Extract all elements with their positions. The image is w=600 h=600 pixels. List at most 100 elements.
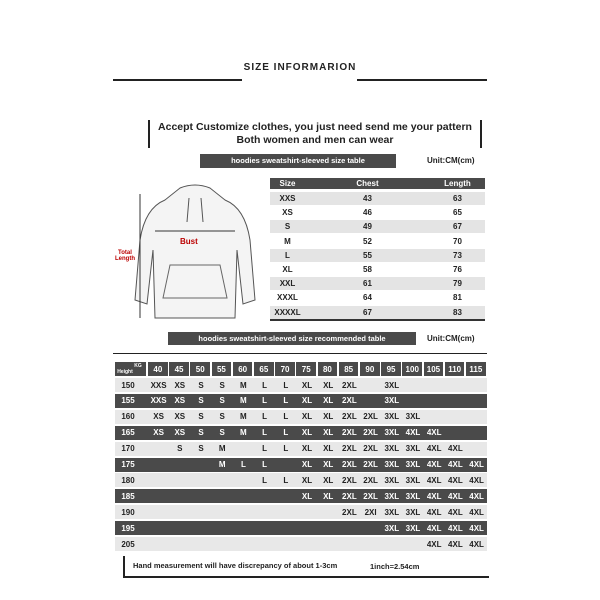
size-cell: 4XL — [448, 523, 463, 533]
size-cell: 2XI — [364, 507, 377, 517]
rule — [113, 353, 487, 354]
size-cell: XL — [301, 475, 313, 485]
size-cell: 4XL — [448, 475, 463, 485]
size-cell: S — [219, 380, 225, 390]
unit: Unit:CM(cm) — [427, 334, 475, 343]
height-cell: 190 — [121, 507, 135, 517]
row-bg — [270, 192, 485, 205]
column-header: 60 — [232, 362, 253, 376]
size-cell: M — [240, 380, 247, 390]
size-cell: 3XL — [384, 507, 400, 517]
size-cell: 4XL — [426, 507, 442, 517]
table-cell: XL — [282, 265, 293, 274]
banner-line: Both women and men can wear — [236, 134, 394, 146]
size-cell: 3XL — [384, 460, 400, 469]
row-bg — [270, 305, 485, 319]
size-cell: 3XL — [384, 412, 400, 422]
row-bg — [115, 505, 487, 520]
caption: hoodies sweatshirt-sleeved size table — [200, 154, 396, 168]
height-cell: 150 — [121, 380, 135, 390]
caption: hoodies sweatshirt-sleeved size recommen… — [168, 332, 416, 345]
size-cell: 4XL — [469, 507, 484, 517]
length-label: Total Length — [115, 250, 135, 262]
size-cell: 4XL — [426, 539, 442, 549]
column-header: 80 — [317, 362, 338, 376]
header-row — [270, 178, 485, 189]
hoodie-diagram — [134, 184, 256, 319]
size-cell: L — [262, 460, 268, 469]
size-cell: XL — [323, 412, 334, 422]
table-cell: S — [284, 222, 291, 232]
table-cell: 52 — [363, 236, 372, 246]
size-cell: L — [262, 412, 268, 422]
table-cell: 63 — [453, 194, 462, 203]
banner-box — [148, 120, 482, 148]
column-header: 100 — [402, 362, 423, 376]
row-bg — [270, 206, 485, 220]
size-cell: 2XL — [363, 475, 378, 485]
size-cell: 4XL — [469, 475, 484, 485]
size-cell: XS — [153, 412, 164, 422]
size-cell: 4XL — [469, 539, 484, 549]
size-cell: 3XL — [405, 507, 421, 517]
size-cell: L — [283, 380, 289, 390]
size-cell: L — [240, 460, 246, 469]
size-cell: 2XL — [363, 460, 378, 469]
size-cell: 4XL — [469, 491, 484, 501]
size-cell: 4XL — [448, 491, 463, 501]
string — [200, 197, 204, 223]
size-cell: XS — [174, 396, 186, 406]
size-cell: 2XL — [342, 428, 357, 438]
table-cell: XXXXL — [274, 307, 301, 317]
size-cell: XL — [301, 428, 313, 438]
column-header: 55 — [211, 362, 232, 376]
column-header: 110 — [444, 362, 465, 376]
size-cell: 4XL — [448, 539, 463, 549]
table-cell: 73 — [453, 250, 462, 260]
row-bg — [115, 441, 487, 456]
size-cell: 4XL — [448, 444, 463, 454]
size-cell: XL — [323, 475, 334, 485]
string — [186, 197, 190, 223]
height-cell: 195 — [121, 523, 135, 533]
size-cell: 3XL — [384, 523, 400, 533]
size-cell: 3XL — [384, 396, 400, 406]
header-cell: Chest — [356, 179, 379, 188]
table-cell: 70 — [453, 236, 462, 246]
size-cell: XL — [323, 396, 334, 406]
row-bg — [115, 473, 487, 488]
size-cell: M — [218, 460, 226, 469]
size-cell: XL — [323, 444, 334, 454]
size-cell: 4XL — [426, 523, 442, 533]
row-bg — [270, 291, 485, 305]
size-cell: 4XL — [426, 491, 442, 501]
size-cell: L — [262, 428, 268, 438]
row-bg — [115, 378, 487, 392]
row-bg — [115, 457, 487, 472]
size-cell: L — [283, 412, 289, 422]
size-cell: 4XL — [405, 428, 421, 438]
height-cell: 170 — [121, 444, 135, 454]
table-cell: XXS — [279, 194, 296, 203]
column-header: 90 — [360, 362, 380, 376]
corner-kg: KG — [134, 363, 142, 369]
size-cell: L — [283, 396, 289, 406]
size-cell: 2XL — [342, 507, 357, 517]
size-cell: S — [198, 444, 204, 454]
size-cell: 4XL — [426, 428, 442, 438]
size-cell: 3XL — [384, 380, 400, 390]
size-cell: 2XL — [342, 460, 357, 469]
size-cell: S — [177, 444, 183, 454]
size-cell: 4XL — [469, 523, 484, 533]
table-cell: L — [285, 250, 290, 260]
size-cell: S — [219, 428, 225, 438]
footer-inch: 1inch=2.54cm — [370, 562, 420, 571]
size-cell: L — [262, 396, 268, 406]
size-cell: XS — [174, 428, 186, 438]
height-cell: 180 — [121, 475, 135, 485]
size-cell: L — [262, 475, 268, 485]
row-bg — [270, 248, 485, 262]
footer-note: Hand measurement will have discrepancy o… — [133, 561, 338, 570]
unit: Unit:CM(cm) — [427, 156, 475, 165]
